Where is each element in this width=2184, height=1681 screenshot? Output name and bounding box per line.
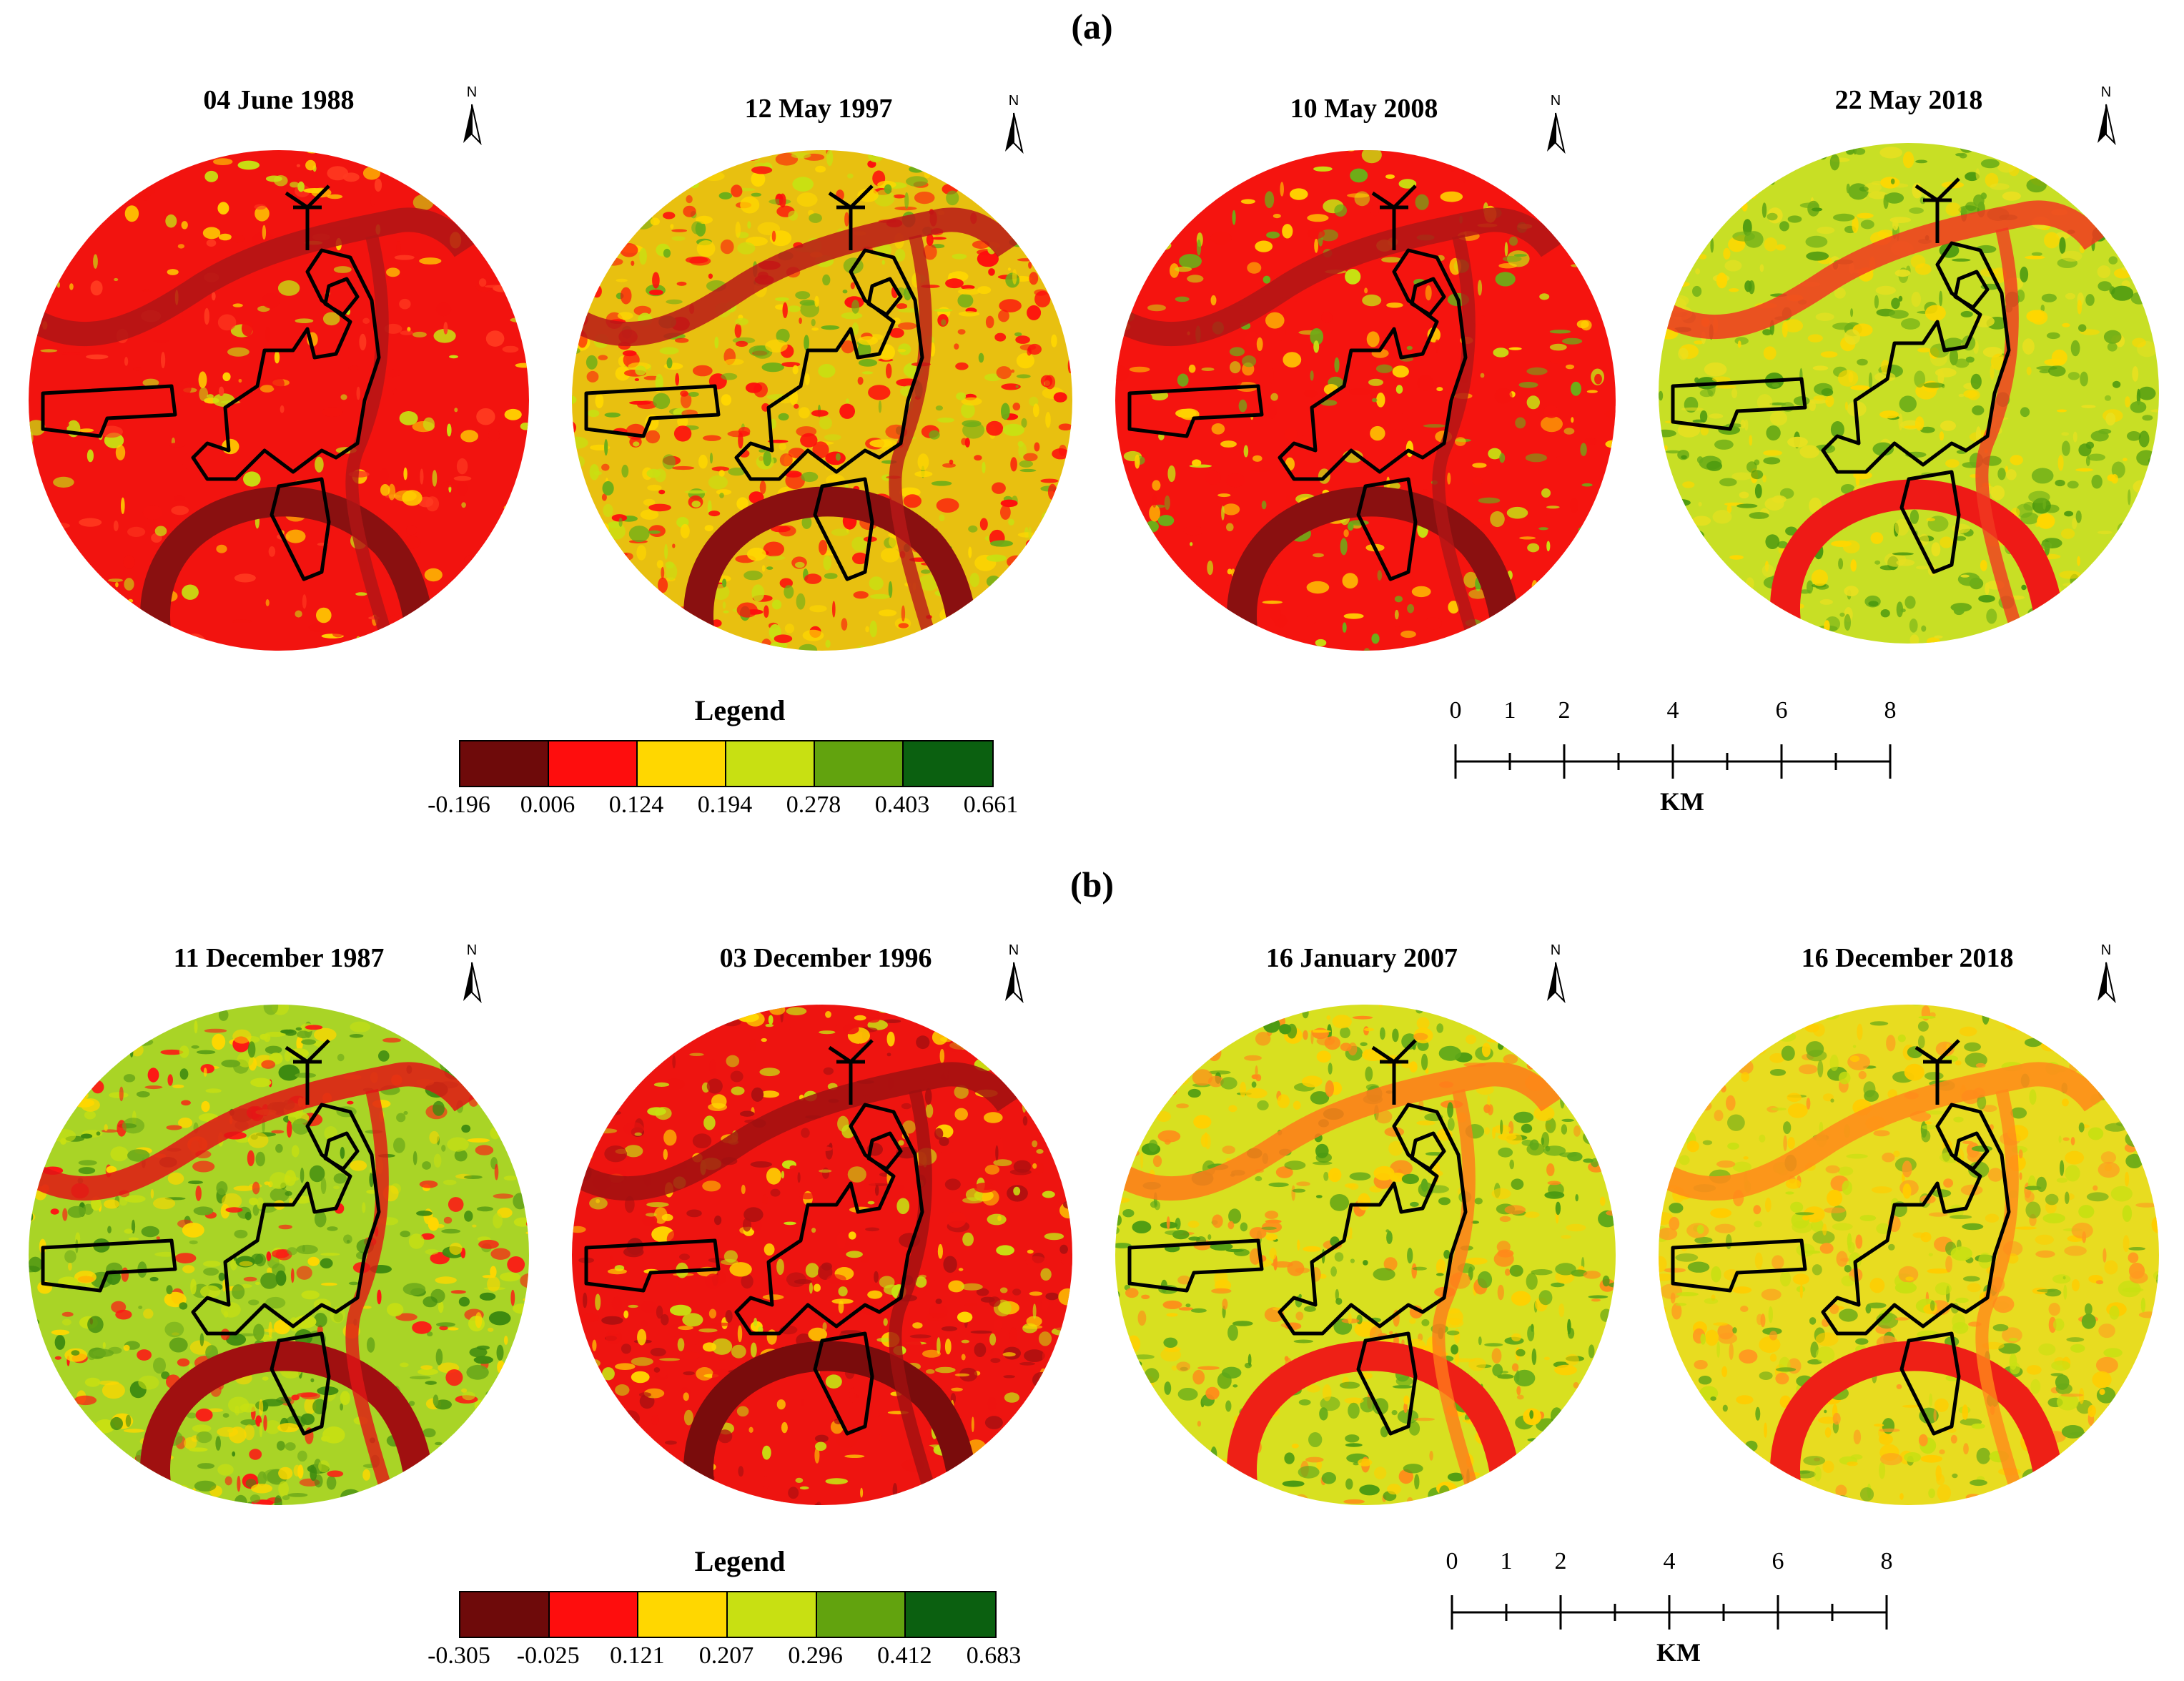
scale-number: 0 — [1449, 697, 1462, 724]
legend-swatch — [727, 1592, 817, 1637]
scale-number: 2 — [1558, 697, 1571, 724]
legend-swatch — [549, 1592, 639, 1637]
scale-bar-b — [1451, 1595, 1888, 1630]
scale-number: 4 — [1663, 1548, 1676, 1574]
north-arrow-icon: N — [1541, 93, 1570, 157]
legend-color-bar-a — [459, 740, 994, 787]
legend-title-b: Legend — [694, 1545, 786, 1577]
legend-tick-label: 0.412 — [877, 1642, 932, 1669]
legend-title-a: Legend — [694, 694, 786, 726]
map-title-b3: 16 January 2007 — [1265, 943, 1458, 973]
ndvi-map-a3 — [1115, 150, 1616, 651]
ndvi-map-b3 — [1115, 1005, 1616, 1505]
north-arrow-icon: N — [2092, 942, 2120, 1007]
map-title-a4: 22 May 2018 — [1834, 85, 1983, 115]
scale-number: 2 — [1554, 1548, 1567, 1574]
legend-swatch — [638, 741, 726, 786]
scale-bar-a — [1454, 744, 1892, 779]
scale-number: 8 — [1884, 697, 1897, 724]
north-arrow-icon: N — [2092, 84, 2120, 149]
legend-tick-label: 0.006 — [520, 792, 575, 818]
ndvi-map-b4 — [1659, 1005, 2159, 1505]
north-arrow-icon: N — [1541, 942, 1570, 1007]
legend-swatch — [904, 741, 992, 786]
ndvi-map-b1 — [29, 1005, 529, 1505]
scale-number: 8 — [1880, 1548, 1893, 1574]
legend-tick-label: 0.403 — [874, 792, 930, 818]
legend-tick-label: 0.124 — [608, 792, 664, 818]
north-arrow-icon: N — [999, 942, 1028, 1007]
legend-swatch — [460, 1592, 550, 1637]
north-arrow-icon: N — [458, 942, 486, 1007]
legend-swatch — [726, 741, 815, 786]
legend-tick-label: 0.207 — [698, 1642, 754, 1669]
legend-tick-label: 0.683 — [966, 1642, 1022, 1669]
scale-number: 1 — [1503, 697, 1516, 724]
legend-swatch — [460, 741, 549, 786]
legend-tick-label: 0.296 — [788, 1642, 843, 1669]
legend-swatch — [815, 741, 904, 786]
scale-number: 6 — [1775, 697, 1788, 724]
legend-color-bar-b — [459, 1591, 997, 1638]
legend-tick-label: 0.194 — [697, 792, 753, 818]
scale-unit-a: KM — [1660, 787, 1704, 816]
map-title-b2: 03 December 1996 — [719, 943, 932, 973]
map-title-a3: 10 May 2008 — [1290, 94, 1438, 124]
legend-tick-label: -0.305 — [428, 1642, 490, 1669]
legend-tick-label: 0.278 — [786, 792, 841, 818]
legend-tick-label: -0.196 — [428, 792, 490, 818]
legend-swatch — [638, 1592, 728, 1637]
panel-label-a: (a) — [1071, 6, 1113, 46]
legend-tick-label: -0.025 — [516, 1642, 580, 1669]
ndvi-map-a1 — [29, 150, 529, 651]
map-title-b1: 11 December 1987 — [173, 943, 385, 973]
legend-tick-label: 0.661 — [963, 792, 1019, 818]
north-arrow-icon: N — [999, 93, 1028, 157]
scale-number: 1 — [1500, 1548, 1513, 1574]
ndvi-map-b2 — [572, 1005, 1072, 1505]
scale-number: 6 — [1772, 1548, 1784, 1574]
legend-swatch — [906, 1592, 995, 1637]
map-title-a1: 04 June 1988 — [203, 85, 355, 115]
panel-label-b: (b) — [1069, 864, 1115, 904]
map-title-a2: 12 May 1997 — [744, 94, 893, 124]
scale-unit-b: KM — [1656, 1638, 1701, 1667]
legend-tick-label: 0.121 — [610, 1642, 665, 1669]
north-arrow-icon: N — [458, 84, 486, 149]
scale-number: 0 — [1446, 1548, 1458, 1574]
ndvi-map-a4 — [1659, 143, 2159, 644]
legend-swatch — [549, 741, 638, 786]
ndvi-map-a2 — [572, 150, 1072, 651]
map-title-b4: 16 December 2018 — [1801, 943, 2014, 973]
legend-swatch — [816, 1592, 906, 1637]
scale-number: 4 — [1666, 697, 1679, 724]
